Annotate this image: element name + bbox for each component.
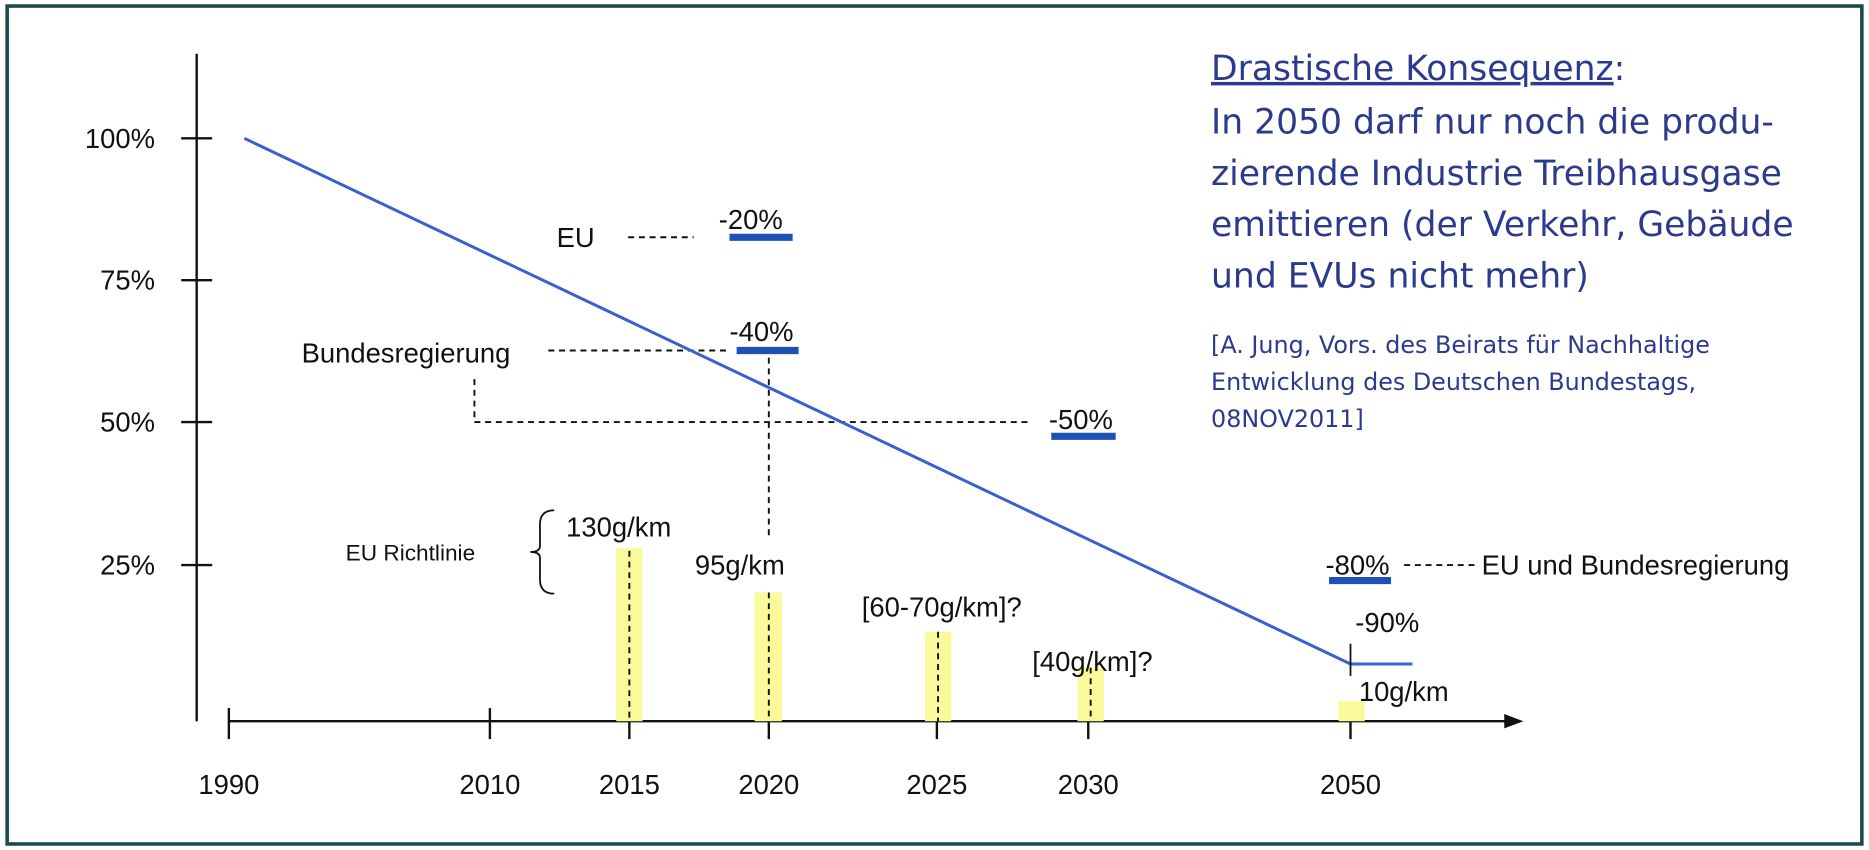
text-line: zierende Industrie Treibhausgase — [1211, 154, 1782, 194]
target-bars — [729, 233, 1392, 585]
x-label: 2010 — [459, 769, 520, 800]
label: -50% — [1049, 404, 1113, 435]
bar-label: 10g/km — [1359, 676, 1449, 707]
label: -40% — [729, 316, 793, 347]
x-label: 2015 — [599, 769, 660, 800]
citation: [A. Jung, Vors. des Beirats für Nachhalt… — [1211, 331, 1710, 359]
heading: : — [1614, 49, 1626, 89]
label: -90% — [1355, 607, 1419, 638]
label: EU — [557, 222, 595, 253]
arrow — [1504, 714, 1524, 729]
text-line: In 2050 darf nur noch die produ- — [1211, 103, 1774, 143]
x-label: 2030 — [1058, 769, 1119, 800]
bar-label: 95g/km — [695, 550, 785, 581]
text-line: emittieren (der Verkehr, Gebäude — [1211, 205, 1794, 245]
y-label: 100% — [85, 123, 155, 154]
label: Bundesregierung — [302, 337, 511, 368]
citation: 08NOV2011] — [1211, 405, 1364, 433]
citation: Entwicklung des Deutschen Bundestags, — [1211, 368, 1696, 396]
y-label: 25% — [100, 550, 155, 581]
y-label: 75% — [100, 265, 155, 296]
text-line: und EVUs nicht mehr) — [1211, 256, 1589, 296]
bar-label: 130g/km — [566, 511, 671, 542]
bar-label: [60-70g/km]? — [862, 591, 1022, 622]
bar-label: [40g/km]? — [1032, 646, 1152, 677]
brace — [530, 509, 555, 595]
label: -80% — [1325, 550, 1389, 581]
label: EU und Bundesregierung — [1482, 550, 1790, 581]
dashed-lines — [473, 236, 1476, 722]
label: EU Richtlinie — [346, 540, 476, 565]
heading: Drastische Konsequenz — [1211, 49, 1614, 89]
label: -20% — [719, 204, 783, 235]
x-label: 2050 — [1320, 769, 1381, 800]
x-label: 2020 — [738, 769, 799, 800]
x-label: 2025 — [906, 769, 967, 800]
x-label: 1990 — [198, 769, 259, 800]
y-label: 50% — [100, 407, 155, 438]
